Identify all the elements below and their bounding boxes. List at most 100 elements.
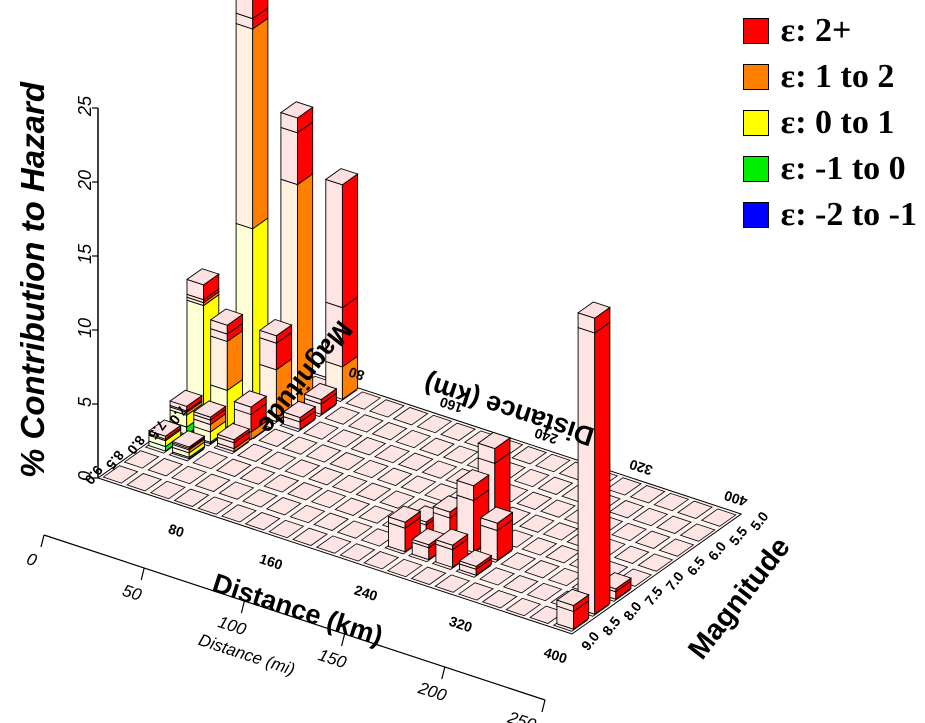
floor-cell bbox=[500, 552, 537, 571]
floor-cell bbox=[613, 545, 650, 564]
miles-tick-label: 50 bbox=[120, 581, 144, 605]
floor-cell bbox=[611, 522, 647, 542]
floor-cell bbox=[679, 523, 716, 542]
bar bbox=[555, 588, 590, 631]
magnitude-tick-label: 5.0 bbox=[747, 508, 772, 533]
legend-item-eps-1-2: ε: 1 to 2 bbox=[742, 54, 917, 100]
floor-cell bbox=[324, 406, 361, 425]
floor-cell bbox=[339, 543, 376, 562]
legend-item-eps-0-1: ε: 0 to 1 bbox=[742, 100, 917, 146]
distance-tick-label: 400 bbox=[542, 644, 569, 667]
floor-cell bbox=[700, 508, 737, 527]
floor-cell bbox=[281, 436, 318, 455]
bar-top bbox=[258, 319, 293, 337]
floor-cell bbox=[358, 505, 394, 524]
legend-swatch bbox=[742, 64, 769, 90]
floor-cell bbox=[265, 497, 302, 516]
miles-tick bbox=[140, 567, 145, 581]
floor-cell bbox=[287, 482, 323, 501]
floor-cell bbox=[534, 453, 571, 473]
floor-cell bbox=[479, 567, 515, 586]
floor-cell bbox=[284, 459, 321, 478]
bar-top bbox=[458, 549, 493, 567]
bar bbox=[479, 506, 514, 562]
legend-label: ε: 0 to 1 bbox=[780, 104, 895, 141]
miles-tick bbox=[541, 699, 546, 713]
y-axis-title: % Contribution to Hazard bbox=[14, 81, 51, 478]
bar-front bbox=[325, 178, 343, 309]
distance-tick-label: 320 bbox=[447, 613, 474, 636]
distance-tick-label-far: 400 bbox=[722, 487, 749, 510]
floor-cell bbox=[194, 473, 231, 492]
bar bbox=[258, 319, 293, 423]
floor-cell bbox=[289, 504, 326, 524]
floor-cell bbox=[221, 504, 257, 523]
bar-top bbox=[216, 423, 251, 441]
floor-cell bbox=[419, 437, 455, 456]
legend-swatch bbox=[742, 110, 769, 136]
bar bbox=[216, 423, 251, 453]
floor-cell bbox=[481, 590, 518, 609]
floor-cell bbox=[526, 582, 563, 602]
legend-item-eps-2plus: ε: 2+ bbox=[742, 8, 917, 54]
bar-top bbox=[577, 301, 611, 319]
magnitude-tick-label: 8.5 bbox=[599, 613, 624, 638]
floor-cell bbox=[410, 566, 447, 585]
floor-cell bbox=[400, 475, 437, 494]
floor-cell bbox=[123, 450, 160, 469]
floor-cell bbox=[653, 492, 690, 512]
floor-cell bbox=[260, 451, 297, 470]
floor-cell bbox=[371, 422, 408, 441]
floor-cell bbox=[326, 429, 363, 448]
floor-cell bbox=[416, 414, 453, 434]
legend-item-eps-neg2-neg1: ε: -2 to -1 bbox=[742, 192, 917, 238]
floor-cell bbox=[656, 515, 692, 534]
magnitude-axis-title: Magnitude bbox=[682, 531, 796, 665]
magnitude-tick-label: 7.0 bbox=[662, 568, 687, 593]
z-tick-label: 25 bbox=[75, 95, 95, 117]
floor-cell bbox=[629, 485, 666, 504]
z-tick-label: 5 bbox=[75, 396, 95, 407]
floor-cell bbox=[505, 597, 542, 617]
bar-top bbox=[434, 528, 469, 546]
bar-top bbox=[479, 506, 514, 524]
magnitude-tick-label: 7.5 bbox=[641, 583, 666, 608]
floor-cell bbox=[303, 421, 339, 440]
distance-tick-label-far: 80 bbox=[346, 364, 366, 384]
floor-cell bbox=[458, 582, 494, 601]
floor-cell bbox=[421, 460, 458, 479]
magnitude-tick-label: 6.0 bbox=[705, 538, 730, 563]
floor-cell bbox=[197, 496, 234, 515]
bar-top bbox=[303, 382, 338, 401]
distance-tick-label-far: 320 bbox=[627, 456, 654, 479]
floor-cell bbox=[126, 473, 163, 492]
bar-top bbox=[477, 431, 511, 450]
bar-top bbox=[169, 389, 203, 407]
floor-cell bbox=[442, 445, 479, 464]
miles-tick bbox=[40, 534, 45, 548]
floor-cell bbox=[347, 414, 384, 433]
floor-cell bbox=[518, 514, 555, 533]
floor-cell bbox=[218, 481, 255, 500]
bar-top bbox=[209, 308, 244, 326]
magnitude-tick-label: 8.0 bbox=[620, 598, 645, 623]
floor-cell bbox=[524, 560, 560, 579]
floor-cell bbox=[632, 507, 669, 527]
legend-swatch bbox=[742, 202, 769, 228]
floor-cell bbox=[379, 490, 416, 509]
z-tick-label: 20 bbox=[75, 170, 95, 191]
distance-axis-title: Distance (km) bbox=[209, 568, 387, 651]
legend-item-eps-neg1-0: ε: -1 to 0 bbox=[742, 146, 917, 192]
floor-cell bbox=[263, 474, 300, 493]
bar bbox=[387, 505, 422, 553]
floor-cell bbox=[376, 467, 413, 486]
floor-cell bbox=[345, 391, 382, 410]
miles-tick-label: 250 mi bbox=[505, 708, 562, 723]
floor-cell bbox=[313, 512, 350, 531]
floor-cell bbox=[634, 530, 671, 549]
bar-top bbox=[171, 430, 206, 448]
miles-axis-line bbox=[43, 534, 546, 701]
floor-cell bbox=[511, 446, 548, 465]
floor-cell bbox=[308, 467, 344, 486]
